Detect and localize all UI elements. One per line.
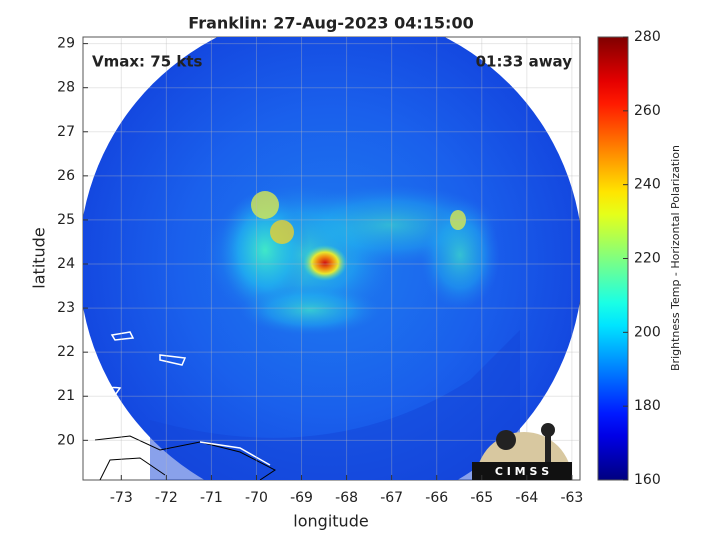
grid: [83, 37, 580, 480]
colorbar-tick-label: 260: [634, 103, 661, 119]
colorbar-tick-label: 200: [634, 324, 661, 340]
storm-image: [83, 37, 580, 480]
x-tick-label: -71: [200, 490, 223, 506]
y-tick-label: 21: [57, 388, 75, 404]
y-tick-label: 25: [57, 212, 75, 228]
x-axis-label: longitude: [293, 512, 368, 531]
x-tick-label: -68: [335, 490, 358, 506]
x-tick-label: -66: [425, 490, 448, 506]
colorbar-tick-label: 280: [634, 29, 661, 45]
x-tick-label: -65: [470, 490, 493, 506]
colorbar-label: Brightness Temp - Horizontal Polarizatio…: [669, 145, 682, 371]
x-tick-label: -69: [290, 490, 313, 506]
y-tick-label: 29: [57, 36, 75, 52]
x-tick-label: -73: [110, 490, 133, 506]
y-tick-label: 27: [57, 124, 75, 140]
x-tick-label: -70: [245, 490, 268, 506]
logo: C I M S S: [472, 423, 572, 480]
chart-title: Franklin: 27-Aug-2023 04:15:00: [188, 14, 473, 33]
x-tick-label: -63: [560, 490, 583, 506]
x-tick-label: -72: [155, 490, 178, 506]
y-tick-label: 24: [57, 256, 75, 272]
colorbar-tick-label: 220: [634, 251, 661, 267]
x-tick-label: -64: [515, 490, 538, 506]
y-tick-label: 23: [57, 300, 75, 316]
annotation: 01:33 away: [476, 53, 573, 71]
y-tick-label: 26: [57, 168, 75, 184]
y-axis-label: latitude: [30, 227, 49, 288]
y-tick-label: 22: [57, 344, 75, 360]
x-tick-label: -67: [380, 490, 403, 506]
logo-text: C I M S S: [495, 465, 549, 478]
y-tick-label: 20: [57, 432, 75, 448]
colorbar-tick-label: 160: [634, 472, 661, 488]
colorbar-tick-label: 240: [634, 177, 661, 193]
annotation: Vmax: 75 kts: [92, 53, 202, 71]
colorbar-tick-label: 180: [634, 398, 661, 414]
y-tick-label: 28: [57, 80, 75, 96]
